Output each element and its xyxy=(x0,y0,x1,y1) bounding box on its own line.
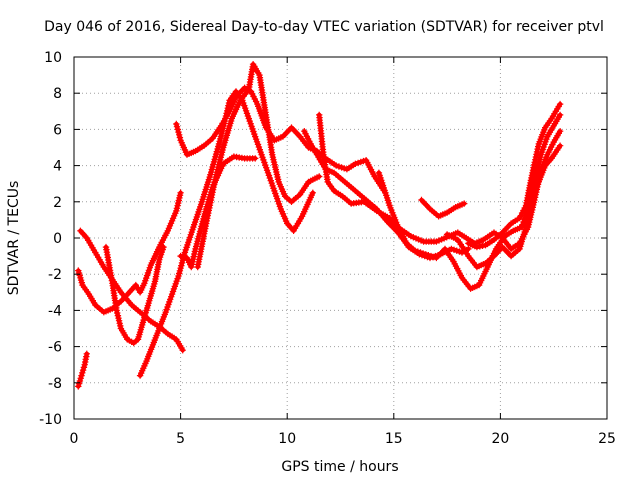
series-markers xyxy=(465,100,564,251)
series-arc-14 xyxy=(443,142,564,271)
x-tick-label: 15 xyxy=(385,431,403,447)
y-axis-label: SDTVAR / TECUs xyxy=(6,181,22,296)
y-tick-label: 2 xyxy=(53,195,62,211)
series-arc-13 xyxy=(465,100,564,251)
grid xyxy=(74,57,607,419)
y-tick-label: -4 xyxy=(48,303,62,319)
y-tick-label: -10 xyxy=(39,412,62,428)
series-markers xyxy=(173,84,389,196)
x-tick-label: 10 xyxy=(278,431,296,447)
y-tick-label: -8 xyxy=(48,376,62,392)
series-markers xyxy=(75,350,90,390)
plot-frame xyxy=(73,56,608,420)
y-tick-label: 0 xyxy=(53,231,62,247)
series-arc-1 xyxy=(75,350,90,390)
x-tick-label: 25 xyxy=(598,431,616,447)
y-tick-label: 8 xyxy=(53,86,62,102)
series-markers xyxy=(75,189,184,316)
y-tick-label: 6 xyxy=(53,122,62,138)
y-tick-label: -2 xyxy=(48,267,62,283)
series-markers xyxy=(443,142,564,271)
x-tick-label: 5 xyxy=(176,431,185,447)
y-tick-label: -6 xyxy=(48,340,62,356)
y-tick-labels: -10 -8 -6 -4 -2 0 2 4 6 8 10 xyxy=(39,50,62,428)
y-tick-label: 4 xyxy=(53,159,62,175)
chart-title: Day 046 of 2016, Sidereal Day-to-day VTE… xyxy=(44,19,604,35)
series-arc-2 xyxy=(75,189,184,316)
x-axis-label: GPS time / hours xyxy=(281,459,398,475)
series-markers xyxy=(194,61,323,271)
series-markers xyxy=(418,196,468,220)
data-series xyxy=(75,61,564,390)
series-arc-12 xyxy=(418,196,468,220)
x-tick-label: 0 xyxy=(70,431,79,447)
series-arc-4 xyxy=(102,243,167,347)
x-tick-labels: 0 5 10 15 20 25 xyxy=(70,431,616,447)
series-arc-8 xyxy=(194,61,323,271)
x-tick-label: 20 xyxy=(491,431,509,447)
series-markers xyxy=(102,243,167,347)
y-tick-label: 10 xyxy=(44,50,62,66)
axis-ticks xyxy=(73,56,608,420)
